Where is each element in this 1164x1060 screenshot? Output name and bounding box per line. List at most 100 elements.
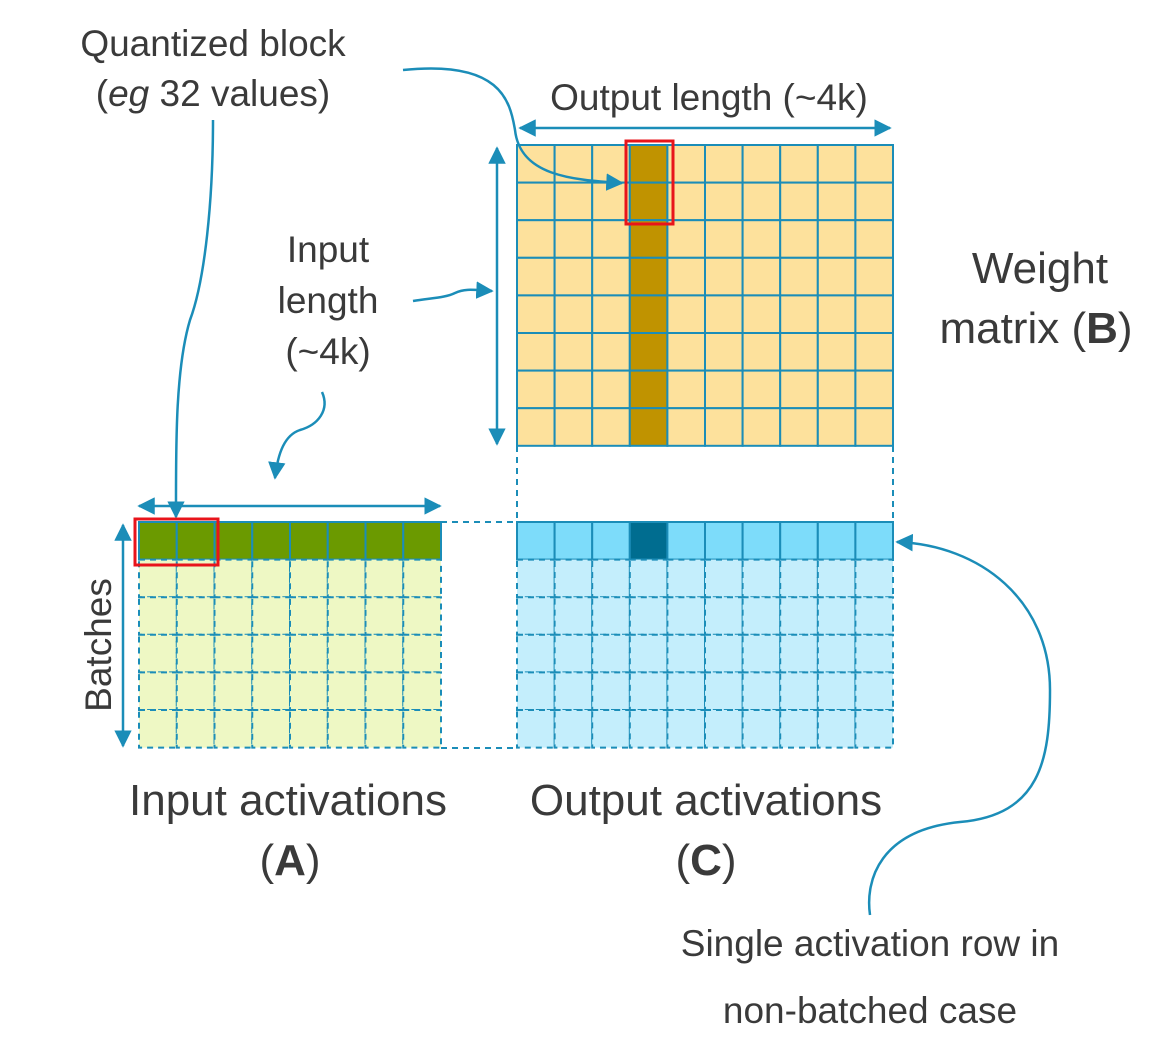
- weight-matrix-label-line2: matrix (B): [939, 304, 1132, 353]
- input-batch-cell: [251, 596, 291, 636]
- input-batch-cell: [138, 596, 178, 636]
- quantized-block-sublabel: (eg 32 values): [96, 73, 330, 114]
- weight-cell: [741, 144, 782, 184]
- weight-cell: [628, 294, 669, 334]
- output-batch-cell: [516, 709, 556, 749]
- output-active-cell: [854, 521, 895, 561]
- weight-cell: [741, 332, 782, 372]
- output-batch-cell: [704, 633, 744, 674]
- weight-cell: [704, 144, 744, 184]
- input-batch-cell: [402, 709, 442, 749]
- weight-cell: [741, 369, 782, 410]
- output-active-cell: [628, 521, 669, 561]
- input-batch-cell: [402, 633, 442, 674]
- weight-cell: [628, 181, 669, 222]
- weight-cell: [704, 332, 744, 372]
- weight-cell: [854, 219, 895, 259]
- weight-cell: [591, 144, 631, 184]
- output-batch-cell: [741, 558, 782, 599]
- output-batch-cell: [779, 633, 819, 674]
- weight-cell: [816, 144, 857, 184]
- input-activations-letter: (A): [259, 836, 320, 885]
- output-batch-cell: [779, 558, 819, 599]
- output-batch-cell: [741, 596, 782, 636]
- output-batch-cell: [591, 558, 631, 599]
- weight-cell: [516, 407, 556, 447]
- input-length-label-line2: length: [278, 280, 379, 321]
- input-batch-cell: [175, 709, 216, 749]
- output-active-cell: [666, 521, 707, 561]
- weight-cell: [779, 181, 819, 222]
- output-activations-label: Output activations: [530, 776, 882, 825]
- weight-cell: [591, 369, 631, 410]
- weight-cell: [591, 181, 631, 222]
- input-batch-cell: [251, 558, 291, 599]
- output-batch-cell: [741, 671, 782, 712]
- output-batch-cell: [628, 633, 669, 674]
- weight-cell: [854, 294, 895, 334]
- output-batch-cell: [704, 709, 744, 749]
- output-batch-cell: [779, 671, 819, 712]
- weight-cell: [816, 219, 857, 259]
- weight-cell: [553, 369, 594, 410]
- single-row-label-line2: non-batched case: [723, 990, 1017, 1031]
- output-batch-cell: [741, 709, 782, 749]
- output-batch-cell: [628, 671, 669, 712]
- input-activations-label: Input activations: [129, 776, 447, 825]
- output-batch-cell: [741, 633, 782, 674]
- input-batch-cell: [289, 709, 329, 749]
- weight-cell: [591, 219, 631, 259]
- input-batch-cell: [326, 633, 367, 674]
- weight-matrix-grid: [516, 144, 895, 447]
- weight-cell: [854, 332, 895, 372]
- weight-cell: [779, 332, 819, 372]
- weight-cell: [779, 256, 819, 297]
- weight-cell: [816, 181, 857, 222]
- input-batch-cell: [138, 633, 178, 674]
- weight-cell: [779, 369, 819, 410]
- output-batch-cell: [553, 633, 594, 674]
- output-batch-cell: [516, 596, 556, 636]
- input-length-label-line1: Input: [287, 229, 370, 270]
- weight-cell: [553, 256, 594, 297]
- input-length-label-line3: (~4k): [285, 331, 370, 372]
- weight-cell: [666, 219, 707, 259]
- weight-cell: [779, 144, 819, 184]
- output-batch-cell: [666, 671, 707, 712]
- input-batch-cell: [326, 671, 367, 712]
- output-batch-cell: [553, 558, 594, 599]
- output-batch-cell: [854, 596, 895, 636]
- dashed-connectors: [441, 446, 894, 749]
- output-batch-cell: [816, 596, 857, 636]
- output-active-cell: [591, 521, 631, 561]
- output-batch-cell: [704, 596, 744, 636]
- input-batch-cell: [175, 633, 216, 674]
- output-batch-cell: [516, 558, 556, 599]
- weight-cell: [704, 219, 744, 259]
- quantized-block-label: Quantized block: [80, 23, 346, 64]
- weight-cell: [741, 407, 782, 447]
- input-active-cell: [326, 521, 367, 561]
- output-batch-cell: [816, 709, 857, 749]
- input-active-cell: [289, 521, 329, 561]
- quantized-block-pointer-to-input: [167, 119, 215, 519]
- input-active-cell: [175, 521, 216, 561]
- input-batch-cell: [213, 633, 254, 674]
- weight-cell: [553, 181, 594, 222]
- output-batch-cell: [516, 671, 556, 712]
- weight-cell: [704, 181, 744, 222]
- weight-cell: [516, 369, 556, 410]
- weight-cell: [779, 407, 819, 447]
- weight-cell: [741, 294, 782, 334]
- output-length-label: Output length (~4k): [550, 77, 868, 118]
- weight-cell: [704, 256, 744, 297]
- weight-cell: [704, 294, 744, 334]
- weight-cell: [816, 294, 857, 334]
- weight-matrix-label-line1: Weight: [972, 244, 1108, 293]
- output-batch-cell: [553, 709, 594, 749]
- output-batch-cell: [591, 596, 631, 636]
- weight-cell: [854, 144, 895, 184]
- weight-cell: [516, 219, 556, 259]
- input-active-cell: [138, 521, 178, 561]
- output-batch-cell: [666, 596, 707, 636]
